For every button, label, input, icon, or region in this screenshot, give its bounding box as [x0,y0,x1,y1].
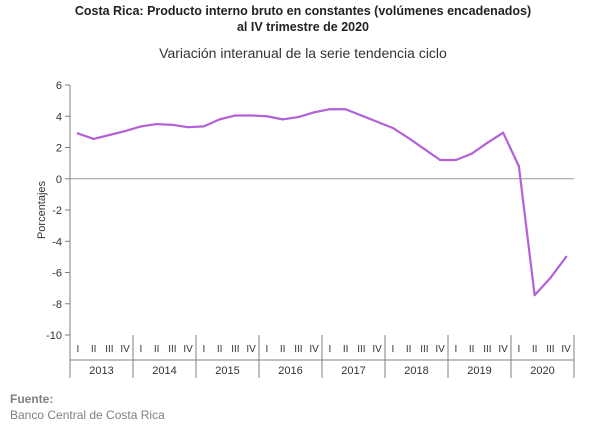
data-point [376,120,379,123]
data-point [486,141,489,144]
data-point [391,126,394,130]
quarter-tick-label: I [202,344,205,355]
y-tick-label: 6 [56,80,62,92]
data-point [502,131,505,134]
quarter-tick-label: II [532,344,538,355]
data-point [108,133,111,137]
quarter-tick-label: III [420,344,428,355]
data-point [187,126,190,129]
quarter-tick-label: I [265,344,268,355]
data-point [360,114,363,117]
quarter-tick-label: IV [435,344,445,355]
quarter-tick-label: IV [183,344,193,355]
chart-title-line-1: Costa Rica: Producto interno bruto en co… [74,4,532,18]
data-point [313,111,316,114]
year-label: 2018 [404,365,428,377]
data-point [439,158,442,162]
data-point [281,118,284,121]
year-label: 2020 [530,365,554,377]
quarter-tick-label: II [406,344,412,355]
data-point [124,129,127,133]
y-axis-title: Porcentajes [36,180,48,239]
data-point [423,147,426,151]
y-tick-label: -4 [52,236,62,248]
series-line [76,108,568,297]
y-tick-label: -2 [52,205,62,217]
quarter-tick-label: I [139,344,142,355]
quarter-tick-label: III [546,344,554,355]
data-point [344,108,347,111]
data-point [297,115,300,119]
y-tick-label: -6 [52,268,62,280]
quarter-tick-label: IV [309,344,319,355]
chart-title-line-2: al IV trimestre de 2020 [236,20,370,34]
quarter-tick-label: III [231,344,239,355]
year-label: 2013 [89,365,113,377]
data-point [234,114,237,117]
data-point [549,276,552,280]
data-point [454,158,457,162]
quarter-tick-label: IV [498,344,508,355]
data-point [218,118,221,121]
data-point [517,165,520,168]
quarter-tick-label: II [280,344,286,355]
data-point [533,294,536,297]
quarter-tick-label: II [91,344,97,355]
quarter-tick-label: IV [372,344,382,355]
year-label: 2015 [215,365,239,377]
quarter-tick-label: I [76,344,79,355]
quarter-tick-label: IV [561,344,571,355]
data-point [265,115,268,118]
data-point [328,108,331,111]
data-point [76,132,79,135]
chart-subtitle: Variación interanual de la serie tendenc… [159,45,447,61]
quarter-tick-label: I [454,344,457,355]
quarter-tick-label: III [294,344,302,355]
data-point [470,152,473,155]
source-label: Fuente: [10,392,54,406]
data-point [202,125,205,128]
quarter-tick-label: II [217,344,223,355]
y-tick-label: 2 [56,143,62,155]
y-tick-label: 4 [56,111,62,123]
quarter-tick-label: I [328,344,331,355]
year-label: 2017 [341,365,365,377]
data-point [92,137,95,141]
data-point [565,255,568,258]
quarter-tick-label: III [168,344,176,355]
data-point [171,123,174,126]
year-label: 2014 [152,365,176,377]
data-point [250,114,253,117]
quarter-tick-label: II [154,344,160,355]
quarter-tick-label: IV [246,344,256,355]
quarter-tick-label: I [391,344,394,355]
data-point [407,137,410,140]
quarter-tick-label: IV [120,344,130,355]
quarter-tick-label: III [483,344,491,355]
y-tick-label: -8 [52,299,62,311]
data-point [139,125,142,128]
data-point [155,122,158,126]
quarter-tick-label: III [357,344,365,355]
y-tick-label: -10 [46,330,62,342]
quarter-tick-label: II [469,344,475,355]
year-label: 2016 [278,365,302,377]
y-tick-label: 0 [56,174,62,186]
quarter-tick-label: I [517,344,520,355]
source-text: Banco Central de Costa Rica [10,408,165,422]
quarter-tick-label: III [105,344,113,355]
quarter-tick-label: II [343,344,349,355]
year-label: 2019 [467,365,491,377]
